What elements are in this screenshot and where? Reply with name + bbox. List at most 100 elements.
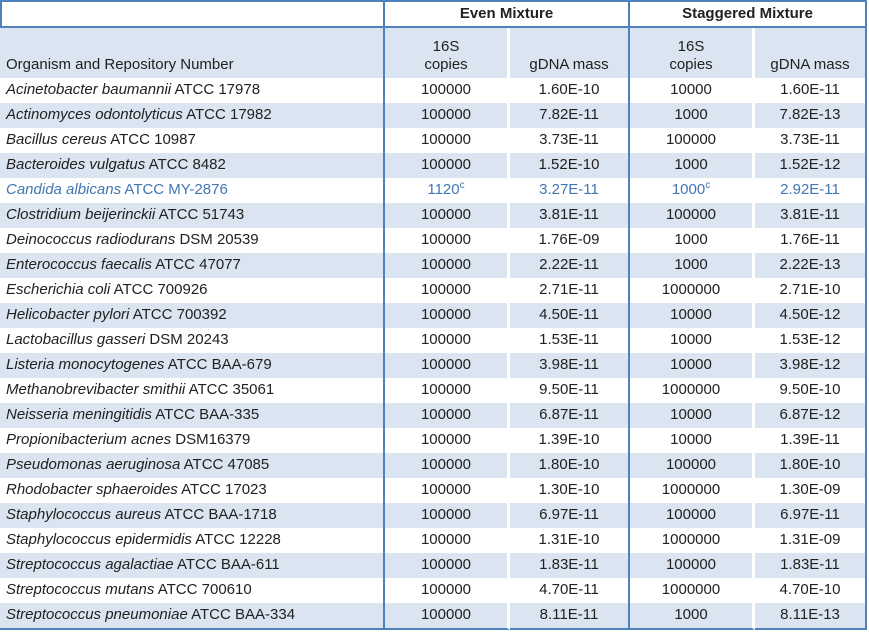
- staggered-gdna-column-header: gDNA mass: [755, 28, 867, 78]
- table-row: Streptococcus mutans ATCC 700610 100000 …: [0, 578, 867, 603]
- even-gdna-cell: 1.52E-10: [510, 153, 630, 178]
- even-copies-value: 100000: [420, 431, 472, 449]
- organism-cell: Neisseria meningitidis ATCC BAA-335: [0, 403, 385, 428]
- table-row: Candida albicans ATCC MY-2876 1120c 3.27…: [0, 178, 867, 203]
- even-copies-value: 100000: [420, 156, 472, 174]
- organism-cell: Methanobrevibacter smithii ATCC 35061: [0, 378, 385, 403]
- organism-name: Methanobrevibacter smithii: [6, 381, 186, 399]
- repository-number: ATCC 700926: [113, 281, 208, 299]
- organism-name: Staphylococcus epidermidis: [6, 531, 192, 549]
- even-gdna-cell: 7.82E-11: [510, 103, 630, 128]
- even-copies-value: 100000: [420, 556, 472, 574]
- even-mixture-header: Even Mixture: [385, 0, 630, 28]
- even-copies-value: 100000: [420, 406, 472, 424]
- staggered-copies-value: 100000: [665, 556, 717, 574]
- repository-number: ATCC 17978: [174, 81, 261, 99]
- organism-name: Candida albicans: [6, 181, 122, 199]
- organism-name: Clostridium beijerinckii: [6, 206, 156, 224]
- staggered-copies-cell: 1000: [630, 253, 755, 278]
- even-copies-value: 100000: [420, 381, 472, 399]
- table-row: Enterococcus faecalis ATCC 47077 100000 …: [0, 253, 867, 278]
- repository-number: ATCC BAA-679: [167, 356, 272, 374]
- staggered-copies-value: 1000: [674, 256, 708, 274]
- organism-name: Lactobacillus gasseri: [6, 331, 146, 349]
- staggered-gdna-cell: 1.53E-12: [755, 328, 867, 353]
- repository-number: DSM 20539: [179, 231, 259, 249]
- even-copies-cell: 100000: [385, 603, 510, 630]
- staggered-copies-cell: 1000000: [630, 378, 755, 403]
- staggered-copies-value: 10000: [670, 306, 712, 324]
- even-copies-value: 100000: [420, 131, 472, 149]
- organism-cell: Lactobacillus gasseri DSM 20243: [0, 328, 385, 353]
- staggered-copies-header-line2: copies: [669, 56, 713, 74]
- staggered-copies-value: 1000000: [661, 281, 721, 299]
- organism-name: Streptococcus agalactiae: [6, 556, 174, 574]
- staggered-copies-column-header: 16S copies: [630, 28, 755, 78]
- staggered-gdna-cell: 1.30E-09: [755, 478, 867, 503]
- staggered-mixture-header: Staggered Mixture: [630, 0, 867, 28]
- staggered-gdna-cell: 3.73E-11: [755, 128, 867, 153]
- table-row: Helicobacter pylori ATCC 700392 100000 4…: [0, 303, 867, 328]
- staggered-copies-value: 10000: [670, 356, 712, 374]
- staggered-copies-cell: 100000: [630, 553, 755, 578]
- table-row: Actinomyces odontolyticus ATCC 17982 100…: [0, 103, 867, 128]
- staggered-gdna-cell: 2.92E-11: [755, 178, 867, 203]
- even-copies-value: 100000: [420, 281, 472, 299]
- staggered-gdna-cell: 2.22E-13: [755, 253, 867, 278]
- even-gdna-cell: 1.31E-10: [510, 528, 630, 553]
- organism-name: Acinetobacter baumannii: [6, 81, 172, 99]
- staggered-copies-value: 10000: [670, 406, 712, 424]
- even-gdna-cell: 3.81E-11: [510, 203, 630, 228]
- even-copies-cell: 100000: [385, 228, 510, 253]
- staggered-copies-value: 1000: [674, 106, 708, 124]
- table-row: Propionibacterium acnes DSM16379 100000 …: [0, 428, 867, 453]
- staggered-copies-cell: 10000: [630, 428, 755, 453]
- even-gdna-cell: 1.83E-11: [510, 553, 630, 578]
- even-gdna-cell: 2.71E-11: [510, 278, 630, 303]
- staggered-gdna-cell: 2.71E-10: [755, 278, 867, 303]
- organism-cell: Staphylococcus epidermidis ATCC 12228: [0, 528, 385, 553]
- even-copies-cell: 100000: [385, 128, 510, 153]
- repository-number: DSM16379: [175, 431, 251, 449]
- organism-name: Staphylococcus aureus: [6, 506, 162, 524]
- column-header-row: Organism and Repository Number 16S copie…: [0, 28, 867, 78]
- organism-cell: Pseudomonas aeruginosa ATCC 47085: [0, 453, 385, 478]
- staggered-copies-cell: 100000: [630, 453, 755, 478]
- even-copies-cell: 100000: [385, 278, 510, 303]
- even-gdna-cell: 1.39E-10: [510, 428, 630, 453]
- staggered-copies-value: 10000: [670, 331, 712, 349]
- staggered-copies-cell: 10000: [630, 303, 755, 328]
- repository-number: ATCC 8482: [148, 156, 226, 174]
- organism-cell: Enterococcus faecalis ATCC 47077: [0, 253, 385, 278]
- even-copies-cell: 100000: [385, 478, 510, 503]
- staggered-copies-cell: 1000000: [630, 578, 755, 603]
- staggered-gdna-cell: 1.39E-11: [755, 428, 867, 453]
- organism-name: Helicobacter pylori: [6, 306, 130, 324]
- repository-number: ATCC 17982: [186, 106, 272, 124]
- staggered-copies-cell: 10000: [630, 78, 755, 103]
- staggered-copies-cell: 1000000: [630, 278, 755, 303]
- organism-cell: Candida albicans ATCC MY-2876: [0, 178, 385, 203]
- even-copies-cell: 100000: [385, 428, 510, 453]
- table-row: Neisseria meningitidis ATCC BAA-335 1000…: [0, 403, 867, 428]
- table-row: Escherichia coli ATCC 700926 100000 2.71…: [0, 278, 867, 303]
- repository-number: ATCC 700392: [132, 306, 227, 324]
- even-copies-cell: 100000: [385, 578, 510, 603]
- table-row: Listeria monocytogenes ATCC BAA-679 1000…: [0, 353, 867, 378]
- organism-name: Streptococcus mutans: [6, 581, 155, 599]
- even-copies-header-line2: copies: [424, 56, 468, 74]
- organism-cell: Streptococcus mutans ATCC 700610: [0, 578, 385, 603]
- staggered-gdna-cell: 1.76E-11: [755, 228, 867, 253]
- organism-name: Rhodobacter sphaeroides: [6, 481, 178, 499]
- even-gdna-cell: 1.60E-10: [510, 78, 630, 103]
- repository-number: ATCC BAA-611: [176, 556, 280, 574]
- repository-number: ATCC BAA-335: [155, 406, 260, 424]
- even-copies-column-header: 16S copies: [385, 28, 510, 78]
- staggered-gdna-cell: 4.70E-10: [755, 578, 867, 603]
- even-copies-cell: 100000: [385, 103, 510, 128]
- even-copies-value: 100000: [420, 106, 472, 124]
- even-copies-cell: 100000: [385, 503, 510, 528]
- organism-name: Propionibacterium acnes: [6, 431, 172, 449]
- repository-number: ATCC 47077: [155, 256, 241, 274]
